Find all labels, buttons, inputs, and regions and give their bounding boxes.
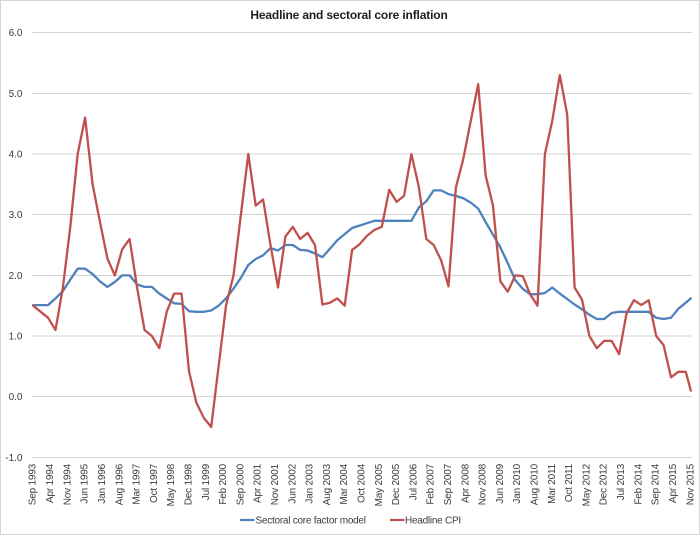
svg-text:Oct 2011: Oct 2011 [564, 463, 575, 502]
svg-text:Jan 2010: Jan 2010 [512, 463, 523, 503]
svg-text:6.0: 6.0 [9, 28, 23, 39]
svg-text:Sectoral core factor model: Sectoral core factor model [256, 516, 366, 527]
svg-text:Nov 2015: Nov 2015 [685, 463, 696, 505]
svg-text:Apr 2001: Apr 2001 [253, 463, 264, 503]
svg-text:Jul 2006: Jul 2006 [408, 463, 419, 500]
svg-text:Jul 1999: Jul 1999 [201, 463, 212, 500]
svg-text:Feb 2000: Feb 2000 [218, 463, 229, 504]
svg-text:4.0: 4.0 [9, 150, 23, 161]
svg-text:Sep 2007: Sep 2007 [443, 463, 454, 505]
svg-text:Jun 2002: Jun 2002 [287, 463, 298, 503]
svg-text:Mar 1997: Mar 1997 [132, 463, 143, 504]
svg-text:Jul 2013: Jul 2013 [616, 463, 627, 500]
svg-text:Jan 2003: Jan 2003 [305, 463, 316, 503]
svg-text:Apr 2015: Apr 2015 [668, 463, 679, 503]
svg-text:Aug 2010: Aug 2010 [530, 463, 541, 505]
svg-text:Oct 2004: Oct 2004 [357, 463, 368, 503]
svg-text:Apr 2008: Apr 2008 [460, 463, 471, 503]
svg-text:Dec 2005: Dec 2005 [391, 463, 402, 505]
svg-text:Jun 1995: Jun 1995 [80, 463, 91, 503]
svg-text:Aug 1996: Aug 1996 [114, 463, 125, 505]
svg-text:1.0: 1.0 [9, 332, 23, 343]
svg-text:Apr 1994: Apr 1994 [45, 463, 56, 503]
svg-text:Feb 2007: Feb 2007 [426, 463, 437, 504]
svg-text:Headline CPI: Headline CPI [405, 516, 461, 527]
svg-text:May 2005: May 2005 [374, 463, 385, 506]
svg-text:Dec 1998: Dec 1998 [184, 463, 195, 505]
svg-text:Sep 2014: Sep 2014 [651, 463, 662, 505]
svg-text:2.0: 2.0 [9, 271, 23, 282]
svg-text:Sep 2000: Sep 2000 [235, 463, 246, 505]
svg-text:Mar 2004: Mar 2004 [339, 463, 350, 504]
svg-text:Dec 2012: Dec 2012 [599, 463, 610, 505]
svg-text:Aug 2003: Aug 2003 [322, 463, 333, 505]
svg-text:Oct 1997: Oct 1997 [149, 463, 160, 503]
svg-text:5.0: 5.0 [9, 89, 23, 100]
svg-text:3.0: 3.0 [9, 210, 23, 221]
svg-text:May 1998: May 1998 [166, 463, 177, 506]
svg-text:Jan 1996: Jan 1996 [97, 463, 108, 503]
svg-text:0.0: 0.0 [9, 392, 23, 403]
svg-text:Headline and sectoral core inf: Headline and sectoral core inflation [250, 8, 447, 22]
svg-text:Nov 2008: Nov 2008 [478, 463, 489, 505]
svg-text:-1.0: -1.0 [5, 453, 23, 464]
svg-text:Nov 2001: Nov 2001 [270, 463, 281, 505]
svg-text:Sep 1993: Sep 1993 [28, 463, 39, 505]
svg-text:Feb 2014: Feb 2014 [633, 463, 644, 504]
svg-text:May 2012: May 2012 [581, 463, 592, 506]
svg-text:Mar 2011: Mar 2011 [547, 463, 558, 504]
svg-text:Nov 1994: Nov 1994 [62, 463, 73, 505]
svg-text:Jun 2009: Jun 2009 [495, 463, 506, 503]
